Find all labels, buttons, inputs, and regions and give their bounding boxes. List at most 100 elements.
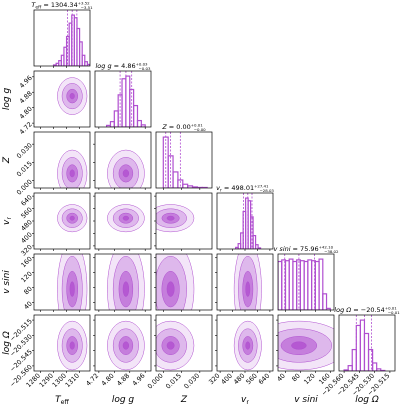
panel-frame [277, 314, 335, 372]
hist-bin [322, 293, 328, 310]
density-contour [122, 281, 130, 297]
err-plus: +0.03 [136, 62, 148, 67]
x-tick-label: 4.72 [84, 372, 100, 388]
y-tick-label: 0.000 [15, 178, 34, 197]
panel-content [57, 254, 88, 310]
hist-bin [182, 183, 189, 188]
panel-frame [33, 131, 91, 189]
panel-title: log g = 4.86+0.03 −0.03 [96, 62, 151, 72]
x-tick-label: 640 [257, 372, 271, 386]
x-tick-label: 4.80 [100, 372, 116, 388]
title-value: = 75.96 [293, 245, 319, 253]
hist-bin [136, 119, 142, 127]
panel-frame [33, 314, 91, 372]
hist-bin [363, 332, 370, 371]
density-contour [69, 281, 75, 297]
panel-frame [155, 314, 213, 372]
title-value: = 1304.34 [43, 1, 77, 9]
axis-label: log g [2, 88, 12, 111]
subscript: eff [35, 5, 42, 11]
title-value: = −20.54 [353, 306, 385, 314]
symbol: T [31, 1, 36, 9]
panel-content [156, 320, 195, 371]
axis-label: Z [2, 156, 12, 164]
panel-content [57, 204, 88, 233]
hist-bin [254, 244, 259, 249]
symbol: log Ω [355, 395, 379, 405]
symbol: log g [2, 88, 12, 111]
density-contour [291, 341, 307, 350]
panel [93, 131, 152, 190]
y-tick-label: 80 [22, 285, 34, 297]
panel-content [278, 320, 334, 371]
hist-bin [172, 171, 179, 188]
hist-bin [355, 324, 361, 371]
y-tick-label: 0.015 [15, 160, 34, 179]
panel-content [57, 149, 88, 188]
symbol: v [216, 184, 220, 192]
err-minus: −0.03 [139, 66, 151, 71]
hist-bin [318, 258, 324, 310]
panel-content [162, 132, 208, 188]
panel-content [343, 315, 386, 371]
panel-content [278, 254, 331, 310]
panel-content [57, 77, 88, 115]
err-minus: −3.51 [81, 5, 93, 10]
panel-title: vr = 498.01+27.41 −28.03 [216, 184, 274, 194]
x-tick-label: 0.015 [164, 372, 183, 391]
panel-frame [33, 253, 91, 311]
panel [93, 253, 152, 312]
axis-label: vr [2, 217, 13, 225]
x-tick-label: 40 [275, 372, 287, 384]
err-minus: −0.00 [194, 127, 206, 132]
axis-label: vr [241, 395, 249, 406]
panel-content [107, 320, 145, 371]
panel [154, 253, 213, 312]
symbol: v sini [294, 395, 318, 405]
panel-title: v sini = 75.96+42.10 −38.02 [274, 245, 339, 255]
panel [277, 253, 335, 312]
panel [215, 253, 274, 312]
err-plus: +0.01 [385, 306, 397, 311]
err-plus: +42.10 [319, 245, 334, 250]
x-tick-label: 0.000 [146, 372, 165, 391]
y-tick-label: 4.80 [18, 105, 34, 121]
density-contour [245, 281, 251, 297]
density-contour [69, 169, 75, 178]
panel-frame [33, 70, 91, 128]
panel [94, 70, 152, 129]
x-tick-label: 400 [220, 372, 234, 386]
x-tick-label: 560 [244, 372, 258, 386]
panel: 4.724.804.884.96 [18, 70, 91, 136]
x-tick-label: 80 [290, 372, 302, 384]
panel-content [156, 204, 195, 233]
hist-bin [325, 307, 331, 310]
panel-content [235, 193, 262, 249]
axis-label: v sini [294, 395, 318, 405]
panel-frame [277, 253, 335, 311]
panel-title: Z = 0.00+0.01 −0.00 [161, 123, 206, 133]
density-contour [166, 341, 175, 350]
panel-content [107, 204, 145, 233]
y-tick-label: 560 [19, 206, 33, 220]
density-contour [122, 169, 130, 178]
subscript: eff [61, 399, 70, 406]
panel [216, 192, 274, 251]
subscript: r [246, 399, 249, 406]
x-tick-label: 1310 [64, 372, 81, 389]
axis-label: v sini [2, 270, 12, 294]
panel [155, 131, 213, 190]
y-tick-label: 40 [22, 300, 34, 312]
y-tick-label: 120 [19, 270, 33, 284]
density-contour [69, 92, 75, 100]
title-value: = 0.00 [169, 123, 191, 131]
err-plus: +27.41 [254, 184, 269, 189]
y-tick-label: 400 [19, 231, 33, 245]
y-tick-label: 0.030 [15, 141, 34, 160]
panel-frame [94, 70, 152, 128]
hist-bin [347, 365, 353, 371]
